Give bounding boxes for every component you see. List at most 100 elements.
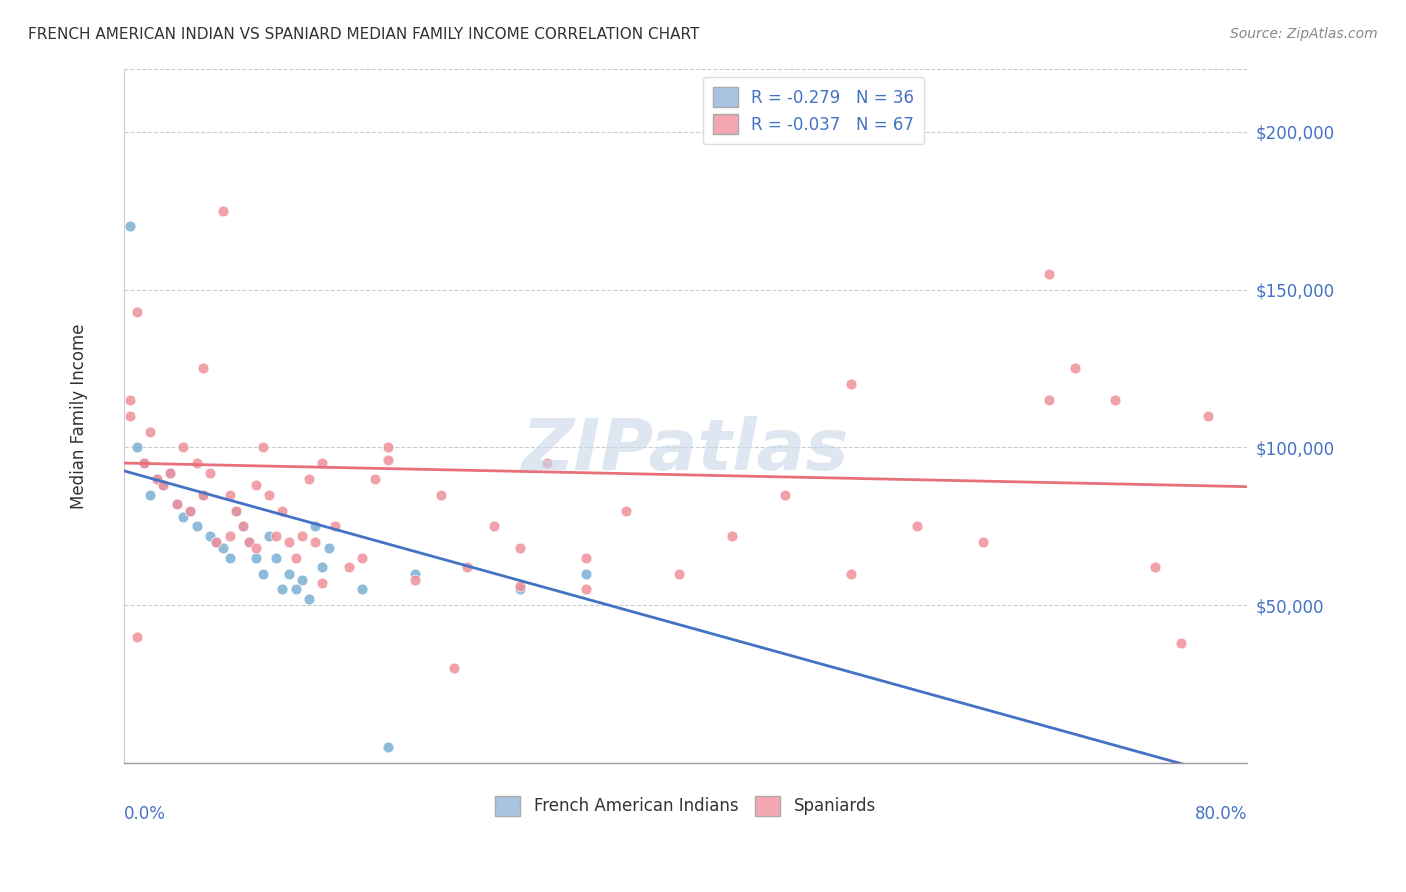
Point bbox=[404, 573, 426, 587]
Text: ZIPatlas: ZIPatlas bbox=[522, 416, 849, 485]
Point bbox=[377, 740, 399, 755]
Point bbox=[311, 576, 333, 591]
Point bbox=[509, 582, 531, 597]
Point bbox=[284, 550, 307, 565]
Point bbox=[278, 535, 301, 549]
Point bbox=[905, 519, 928, 533]
Point bbox=[166, 497, 188, 511]
Point bbox=[773, 488, 796, 502]
Point bbox=[257, 488, 280, 502]
Point bbox=[205, 535, 228, 549]
Point bbox=[125, 304, 148, 318]
Text: Source: ZipAtlas.com: Source: ZipAtlas.com bbox=[1230, 27, 1378, 41]
Text: Median Family Income: Median Family Income bbox=[70, 323, 89, 508]
Point bbox=[404, 566, 426, 581]
Point bbox=[337, 560, 360, 574]
Point bbox=[159, 466, 181, 480]
Point bbox=[264, 550, 287, 565]
Point bbox=[721, 529, 744, 543]
Point bbox=[264, 529, 287, 543]
Point bbox=[1064, 361, 1087, 376]
Point bbox=[212, 541, 235, 556]
Point bbox=[212, 203, 235, 218]
Point bbox=[430, 488, 453, 502]
Point bbox=[172, 509, 194, 524]
Point bbox=[252, 441, 274, 455]
Point bbox=[482, 519, 505, 533]
Point bbox=[245, 478, 267, 492]
Point bbox=[291, 529, 314, 543]
Point bbox=[132, 456, 155, 470]
Point bbox=[271, 503, 294, 517]
Point bbox=[614, 503, 637, 517]
Point bbox=[198, 466, 221, 480]
Point bbox=[257, 529, 280, 543]
Point bbox=[668, 566, 690, 581]
Point bbox=[218, 550, 240, 565]
Point bbox=[225, 503, 247, 517]
Point bbox=[159, 466, 181, 480]
Text: FRENCH AMERICAN INDIAN VS SPANIARD MEDIAN FAMILY INCOME CORRELATION CHART: FRENCH AMERICAN INDIAN VS SPANIARD MEDIA… bbox=[28, 27, 700, 42]
Point bbox=[311, 456, 333, 470]
Point bbox=[125, 630, 148, 644]
Point bbox=[152, 478, 174, 492]
Point bbox=[1038, 392, 1060, 407]
Point bbox=[278, 566, 301, 581]
Point bbox=[198, 529, 221, 543]
Point bbox=[146, 472, 169, 486]
Point bbox=[238, 535, 260, 549]
Point bbox=[1104, 392, 1126, 407]
Point bbox=[304, 519, 326, 533]
Point bbox=[298, 591, 321, 606]
Point bbox=[1038, 267, 1060, 281]
Point bbox=[120, 219, 142, 234]
Point bbox=[132, 456, 155, 470]
Point bbox=[125, 441, 148, 455]
Point bbox=[186, 519, 208, 533]
Point bbox=[238, 535, 260, 549]
Point bbox=[139, 425, 162, 439]
Point bbox=[146, 472, 169, 486]
Point bbox=[205, 535, 228, 549]
Point bbox=[364, 472, 387, 486]
Point bbox=[139, 488, 162, 502]
Point bbox=[318, 541, 340, 556]
Point bbox=[245, 550, 267, 565]
Point bbox=[232, 519, 254, 533]
Point bbox=[120, 409, 142, 423]
Point bbox=[377, 453, 399, 467]
Point bbox=[191, 488, 214, 502]
Text: 0.0%: 0.0% bbox=[124, 805, 166, 822]
Point bbox=[1197, 409, 1219, 423]
Point bbox=[172, 441, 194, 455]
Point bbox=[191, 488, 214, 502]
Point bbox=[456, 560, 478, 574]
Point bbox=[839, 377, 862, 392]
Point bbox=[298, 472, 321, 486]
Point bbox=[536, 456, 558, 470]
Point bbox=[232, 519, 254, 533]
Point bbox=[291, 573, 314, 587]
Point bbox=[575, 550, 598, 565]
Point bbox=[304, 535, 326, 549]
Point bbox=[271, 582, 294, 597]
Point bbox=[839, 566, 862, 581]
Point bbox=[120, 392, 142, 407]
Point bbox=[166, 497, 188, 511]
Point bbox=[443, 661, 465, 675]
Point bbox=[350, 582, 373, 597]
Point bbox=[350, 550, 373, 565]
Point bbox=[509, 579, 531, 593]
Point bbox=[972, 535, 994, 549]
Point bbox=[186, 456, 208, 470]
Point bbox=[218, 488, 240, 502]
Point bbox=[377, 441, 399, 455]
Point bbox=[218, 529, 240, 543]
Point bbox=[575, 582, 598, 597]
Point bbox=[284, 582, 307, 597]
Point bbox=[179, 503, 201, 517]
Point bbox=[245, 541, 267, 556]
Point bbox=[323, 519, 346, 533]
Point bbox=[1170, 636, 1192, 650]
Point bbox=[1143, 560, 1166, 574]
